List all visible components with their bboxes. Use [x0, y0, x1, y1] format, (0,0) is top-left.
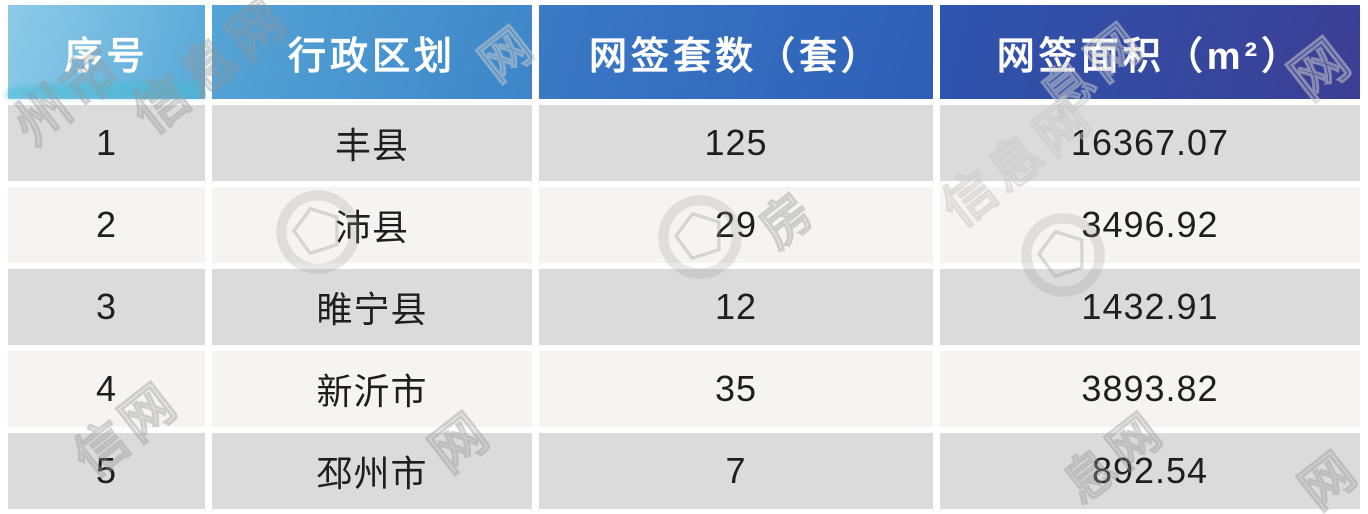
cell-area: 16367.07 — [940, 105, 1360, 181]
cell-units: 7 — [539, 433, 933, 509]
cell-seq: 4 — [8, 351, 205, 427]
cell-area: 3496.92 — [940, 187, 1360, 263]
cell-region: 沛县 — [212, 187, 532, 263]
cell-units: 12 — [539, 269, 933, 345]
header-units: 网签套数（套） — [539, 5, 933, 99]
cell-units: 29 — [539, 187, 933, 263]
cell-area: 1432.91 — [940, 269, 1360, 345]
cell-seq: 3 — [8, 269, 205, 345]
cell-area: 3893.82 — [940, 351, 1360, 427]
header-area: 网签面积（m²） — [940, 5, 1360, 99]
cell-seq: 5 — [8, 433, 205, 509]
cell-units: 35 — [539, 351, 933, 427]
cell-seq: 1 — [8, 105, 205, 181]
cell-region: 睢宁县 — [212, 269, 532, 345]
cell-area: 892.54 — [940, 433, 1360, 509]
cell-region: 邳州市 — [212, 433, 532, 509]
header-region: 行政区划 — [212, 5, 532, 99]
cell-units: 125 — [539, 105, 933, 181]
cell-region: 丰县 — [212, 105, 532, 181]
cell-seq: 2 — [8, 187, 205, 263]
cell-region: 新沂市 — [212, 351, 532, 427]
header-seq: 序号 — [8, 5, 205, 99]
